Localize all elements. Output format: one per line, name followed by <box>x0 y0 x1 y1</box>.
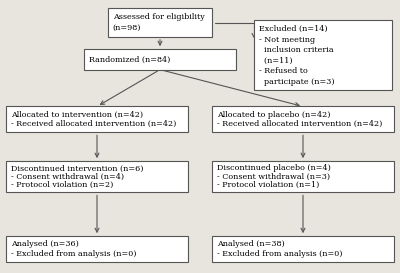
Text: - Excluded from analysis (n=0): - Excluded from analysis (n=0) <box>217 250 342 258</box>
Text: - Excluded from analysis (n=0): - Excluded from analysis (n=0) <box>11 250 136 258</box>
Text: Randomized (n=84): Randomized (n=84) <box>89 55 170 63</box>
Text: - Consent withdrawal (n=3): - Consent withdrawal (n=3) <box>217 173 330 181</box>
Text: (n=98): (n=98) <box>113 24 141 32</box>
FancyBboxPatch shape <box>212 161 394 192</box>
FancyBboxPatch shape <box>108 8 212 37</box>
FancyBboxPatch shape <box>84 49 236 70</box>
Text: (n=11): (n=11) <box>259 57 292 64</box>
FancyBboxPatch shape <box>6 236 188 262</box>
Text: Discontinued placebo (n=4): Discontinued placebo (n=4) <box>217 165 331 173</box>
Text: - Protocol violation (n=1): - Protocol violation (n=1) <box>217 181 319 189</box>
Text: - Received allocated intervention (n=42): - Received allocated intervention (n=42) <box>217 120 382 128</box>
Text: Allocated to placebo (n=42): Allocated to placebo (n=42) <box>217 111 330 118</box>
FancyBboxPatch shape <box>6 161 188 192</box>
Text: Discontinued intervention (n=6): Discontinued intervention (n=6) <box>11 165 143 173</box>
Text: Assessed for eligibility: Assessed for eligibility <box>113 13 204 21</box>
Text: - Refused to: - Refused to <box>259 67 308 75</box>
Text: - Consent withdrawal (n=4): - Consent withdrawal (n=4) <box>11 173 124 181</box>
Text: Analysed (n=38): Analysed (n=38) <box>217 240 284 248</box>
Text: Excluded (n=14): Excluded (n=14) <box>259 25 328 33</box>
FancyBboxPatch shape <box>6 106 188 132</box>
Text: inclusion criteria: inclusion criteria <box>259 46 334 54</box>
Text: Analysed (n=36): Analysed (n=36) <box>11 240 79 248</box>
Text: - Not meeting: - Not meeting <box>259 35 315 43</box>
Text: - Received allocated intervention (n=42): - Received allocated intervention (n=42) <box>11 120 176 128</box>
Text: Allocated to intervention (n=42): Allocated to intervention (n=42) <box>11 111 143 118</box>
FancyBboxPatch shape <box>212 236 394 262</box>
FancyBboxPatch shape <box>212 106 394 132</box>
Text: - Protocol violation (n=2): - Protocol violation (n=2) <box>11 181 113 189</box>
Text: participate (n=3): participate (n=3) <box>259 78 334 85</box>
FancyBboxPatch shape <box>254 20 392 90</box>
